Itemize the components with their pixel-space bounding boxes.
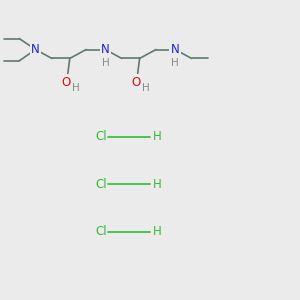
Text: H: H bbox=[171, 58, 179, 68]
Text: H: H bbox=[153, 225, 162, 238]
Text: H: H bbox=[153, 178, 162, 191]
Text: Cl: Cl bbox=[95, 130, 107, 143]
Text: H: H bbox=[72, 82, 80, 93]
Text: N: N bbox=[171, 43, 180, 56]
Text: Cl: Cl bbox=[95, 225, 107, 238]
Text: H: H bbox=[153, 130, 162, 143]
Text: H: H bbox=[101, 58, 109, 68]
Text: O: O bbox=[61, 76, 71, 89]
Text: Cl: Cl bbox=[95, 178, 107, 191]
Text: H: H bbox=[142, 82, 150, 93]
Text: O: O bbox=[131, 76, 141, 89]
Text: N: N bbox=[101, 43, 110, 56]
Text: N: N bbox=[31, 43, 40, 56]
